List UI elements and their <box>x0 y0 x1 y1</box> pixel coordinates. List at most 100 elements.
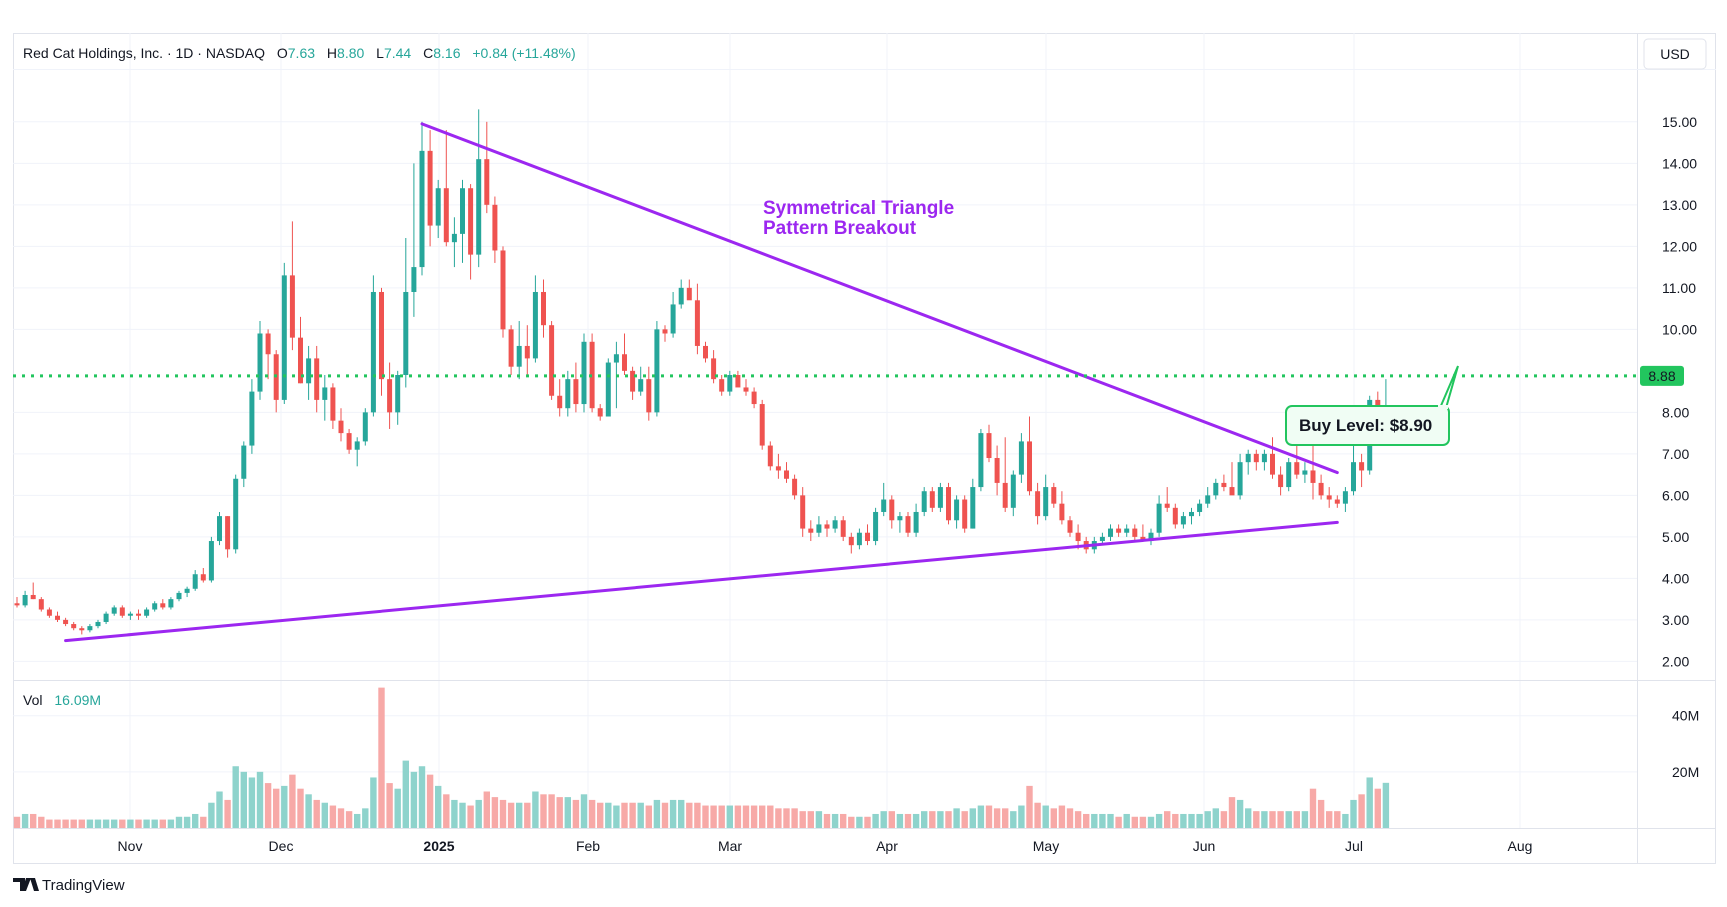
candle-body <box>589 341 595 409</box>
volume-bar <box>1123 813 1130 828</box>
candle-body <box>646 379 652 413</box>
volume-tick-label: 40M <box>1672 708 1699 724</box>
candle-body <box>929 491 935 508</box>
currency-button[interactable] <box>1643 38 1707 70</box>
volume-bar <box>507 802 515 828</box>
volume-bar <box>864 816 871 828</box>
candle-body <box>136 613 141 616</box>
candle-body <box>1124 528 1130 533</box>
volume-bar <box>1083 813 1090 828</box>
volume-bar <box>475 799 482 828</box>
volume-bar <box>1293 811 1300 828</box>
time-tick-label: Jun <box>1193 838 1216 854</box>
volume-bar <box>937 811 944 828</box>
trend-line-lower[interactable] <box>64 520 1339 643</box>
candle-body <box>565 379 571 409</box>
volume-bar <box>38 816 45 828</box>
buy-level-pointer <box>1438 365 1459 409</box>
candle-body <box>492 204 498 251</box>
trend-line-upper[interactable] <box>420 122 1339 475</box>
trend-lines <box>64 122 1339 643</box>
volume-bar <box>767 805 774 828</box>
volume-bar <box>1285 811 1292 828</box>
candle-body <box>743 387 749 392</box>
candle-body <box>654 329 660 413</box>
candle-body <box>451 233 457 243</box>
price-tick-label: 3.00 <box>1662 612 1689 628</box>
tradingview-brand-text: TradingView <box>42 877 125 894</box>
candle-body <box>71 624 77 629</box>
volume-bar <box>21 813 29 828</box>
volume-bar <box>143 819 150 828</box>
volume-bar <box>969 808 976 828</box>
candle-body <box>403 291 409 375</box>
candle-body <box>751 391 757 405</box>
volume-bar <box>815 811 823 828</box>
candle-body <box>395 375 401 413</box>
chart-frame <box>13 33 1716 864</box>
level-line-group: 8.88 <box>13 365 1684 386</box>
candle-body <box>808 528 814 533</box>
volume-bar <box>532 791 539 828</box>
candle-body <box>905 516 911 533</box>
buy-level-callout: Buy Level: $8.90 <box>1285 365 1459 446</box>
candle-body <box>1302 470 1308 475</box>
volume-bar <box>856 816 863 828</box>
volume-bar <box>208 802 215 828</box>
candle-body <box>516 345 522 367</box>
volume-bar <box>961 811 968 828</box>
time-axis: Nov Dec 2025 Feb Mar Apr May Jun Jul Aug <box>118 838 1533 854</box>
volume-bar <box>127 819 134 828</box>
price-tick-label: 7.00 <box>1662 446 1689 462</box>
close-value: 8.16 <box>433 45 460 61</box>
volume-bar <box>216 791 223 828</box>
candle-body <box>330 387 336 421</box>
candle-body <box>427 150 433 226</box>
volume-bar <box>669 799 677 828</box>
volume-bar <box>224 799 231 828</box>
candle-body <box>703 345 708 359</box>
candle-body <box>686 287 692 301</box>
candle-body <box>1342 491 1348 504</box>
volume-bar <box>1334 811 1341 828</box>
volume-bar <box>329 805 337 828</box>
candle-body <box>468 188 474 255</box>
buy-level-text: Buy Level: $8.90 <box>1299 416 1432 435</box>
candle-body <box>160 603 166 608</box>
candle-body <box>14 603 20 606</box>
volume-bar <box>791 808 798 828</box>
volume-bar <box>86 819 94 828</box>
volume-bar <box>1172 813 1179 828</box>
candle-body <box>419 150 425 268</box>
volume-legend-label: Vol <box>23 692 42 708</box>
volume-bar <box>516 802 523 828</box>
candle-body <box>541 291 546 326</box>
volume-bar <box>1074 811 1082 828</box>
volume-bar <box>1155 813 1163 828</box>
volume-bar <box>1042 805 1049 828</box>
volume-bar <box>629 802 636 828</box>
volume-tick-label: 20M <box>1672 764 1699 780</box>
volume-legend-value: 16.09M <box>54 692 101 708</box>
volume-bar <box>281 785 288 828</box>
candle-body <box>1205 495 1211 504</box>
candle-body <box>727 375 733 392</box>
candle-body <box>1067 520 1073 533</box>
volume-bar <box>1212 808 1219 828</box>
volume-bar <box>30 813 37 828</box>
volume-bar <box>1358 794 1365 828</box>
candle-body <box>95 621 101 627</box>
candle-body <box>265 333 271 355</box>
candle-body <box>832 520 838 529</box>
candle-body <box>281 275 287 400</box>
volume-bar <box>993 808 1001 828</box>
candle-body <box>978 433 984 488</box>
candle-body <box>994 458 1000 483</box>
time-tick-label: Apr <box>876 838 898 854</box>
volume-bar <box>556 797 563 828</box>
volume-bar <box>264 783 272 828</box>
candle-body <box>362 412 368 442</box>
volume-bar <box>1091 813 1098 828</box>
candle-body <box>1245 453 1251 463</box>
